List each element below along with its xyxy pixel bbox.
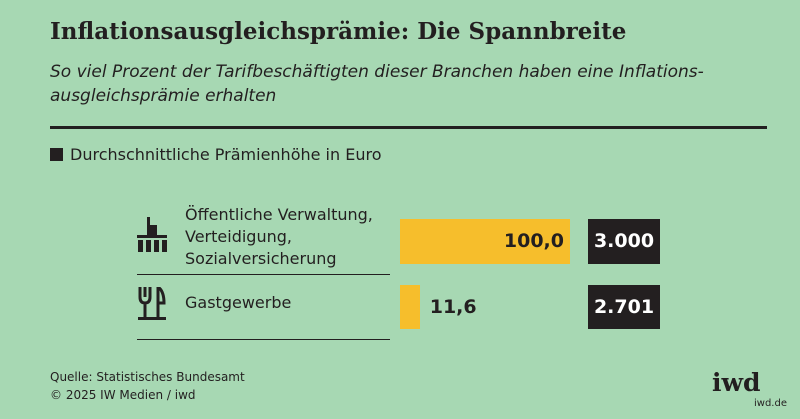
- category-label: Öffentliche Verwaltung, Verteidigung, So…: [185, 205, 373, 268]
- chart-title: Inflationsausgleichsprämie: Die Spannbre…: [50, 18, 627, 45]
- amount-box: 2.701: [588, 285, 660, 329]
- legend-swatch: [50, 148, 63, 161]
- value-label: 100,0: [503, 230, 564, 252]
- logo: iwd: [712, 368, 761, 397]
- separator: [137, 339, 390, 340]
- bar: [400, 285, 420, 329]
- source: Quelle: Statistisches Bundesamt: [50, 370, 245, 384]
- amount-box: 3.000: [588, 219, 660, 264]
- rule: [50, 126, 767, 129]
- legend-label: Durchschnittliche Prämienhöhe in Euro: [70, 145, 382, 164]
- category-label: Gastgewerbe: [185, 293, 292, 312]
- copyright: © 2025 IW Medien / iwd: [50, 388, 196, 402]
- icon-cutlery: [138, 287, 166, 320]
- subtitle: So viel Prozent der Tarifbeschäftigten d…: [50, 62, 704, 106]
- url: iwd.de: [754, 398, 787, 409]
- bar: [400, 219, 570, 264]
- separator: [137, 274, 390, 275]
- icon-building: [137, 217, 167, 252]
- value-label: 11,6: [429, 296, 477, 318]
